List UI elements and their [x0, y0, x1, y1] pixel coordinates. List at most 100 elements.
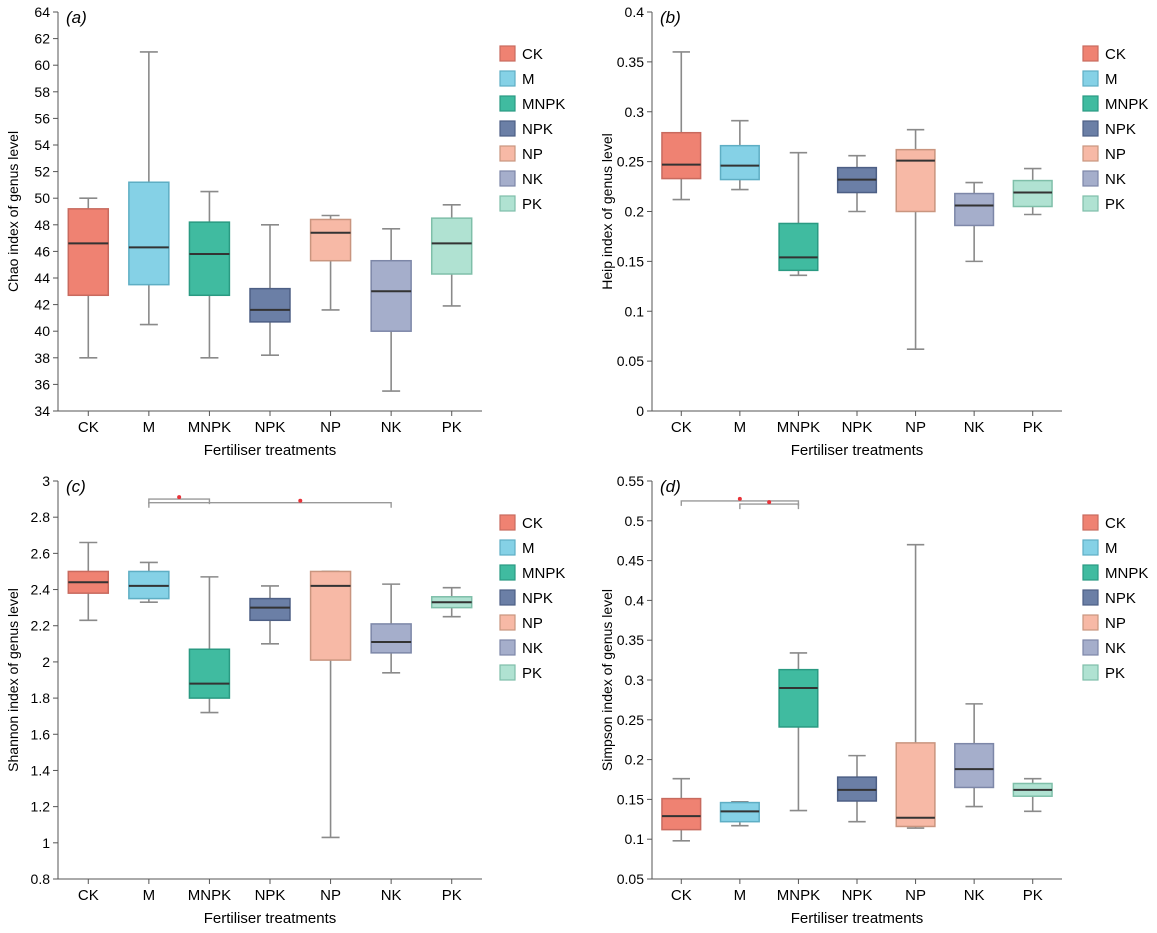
legend-item-npk: NPK	[1082, 120, 1136, 138]
legend-label: NP	[522, 146, 543, 163]
x-tick-label: CK	[671, 419, 692, 436]
x-axis-title: Fertiliser treatments	[791, 442, 924, 459]
legend-label: M	[522, 540, 535, 557]
x-tick-label: NP	[320, 887, 341, 904]
legend-label: PK	[522, 196, 542, 213]
y-tick-label: 2.8	[31, 509, 51, 525]
legend-item-np: NP	[1082, 145, 1126, 163]
legend-swatch	[1082, 564, 1099, 581]
significance-star	[767, 500, 772, 505]
y-tick-label: 1.4	[31, 762, 51, 778]
legend-label: NK	[1105, 171, 1126, 188]
box-np	[895, 543, 936, 829]
legend-swatch	[499, 145, 516, 162]
box-iqr	[430, 217, 473, 275]
y-tick-label: 46	[34, 243, 50, 259]
legend-swatch	[1082, 45, 1099, 62]
x-tick-label: NP	[320, 419, 341, 436]
legend-item-ck: CK	[499, 514, 543, 532]
y-tick-label: 50	[34, 190, 50, 206]
y-tick-label: 58	[34, 84, 50, 100]
legend-swatch	[499, 589, 516, 606]
y-axis-title: Chao index of genus level	[5, 131, 21, 292]
significance-bracket	[148, 498, 392, 508]
box-m	[128, 561, 170, 604]
legend-item-np: NP	[499, 145, 543, 163]
significance-star	[298, 498, 303, 503]
y-tick-label: 0.3	[625, 104, 645, 120]
legend-item-np: NP	[1082, 614, 1126, 632]
legend-swatch	[1082, 70, 1099, 87]
legend-label: M	[1105, 71, 1118, 88]
y-tick-label: 36	[34, 376, 50, 392]
box-iqr	[778, 668, 819, 728]
y-tick-label: 40	[34, 323, 50, 339]
y-tick-label: 0.8	[31, 871, 51, 887]
y-tick-label: 3	[42, 473, 50, 489]
legend-swatch	[499, 70, 516, 87]
legend-label: MNPK	[1105, 565, 1148, 582]
x-tick-label: NPK	[255, 887, 286, 904]
y-tick-label: 44	[34, 270, 50, 286]
legend-item-m: M	[499, 539, 535, 557]
x-tick-label: NPK	[842, 419, 873, 436]
legend-label: NPK	[1105, 590, 1136, 607]
significance-bracket	[148, 495, 211, 505]
legend-item-pk: PK	[1082, 195, 1125, 213]
y-tick-label: 0.25	[617, 712, 644, 728]
y-tick-label: 0.3	[625, 672, 645, 688]
x-tick-label: PK	[1023, 419, 1043, 436]
x-tick-label: NK	[381, 419, 402, 436]
legend-swatch	[1082, 145, 1099, 162]
legend-swatch	[1082, 514, 1099, 531]
y-tick-label: 0.4	[625, 4, 645, 20]
y-tick-label: 52	[34, 164, 50, 180]
box-nk	[954, 703, 995, 808]
box-iqr	[895, 148, 936, 213]
y-tick-label: 34	[34, 403, 50, 419]
legend-swatch	[499, 170, 516, 187]
box-pk	[430, 204, 473, 307]
box-npk	[249, 585, 291, 645]
panel-label: (d)	[660, 477, 681, 496]
y-axis-title: Shannon index of genus level	[5, 588, 21, 772]
legend-label: M	[1105, 540, 1118, 557]
legend-swatch	[1082, 664, 1099, 681]
legend-swatch	[499, 639, 516, 656]
y-tick-label: 38	[34, 350, 50, 366]
box-ck	[661, 777, 702, 842]
legend-item-nk: NK	[499, 170, 543, 188]
box-mnpk	[188, 576, 231, 714]
legend-swatch	[1082, 539, 1099, 556]
x-tick-label: CK	[671, 887, 692, 904]
legend-swatch	[499, 564, 516, 581]
x-tick-label: M	[143, 887, 156, 904]
box-nk	[954, 181, 995, 263]
legend-item-ck: CK	[1082, 45, 1126, 63]
y-tick-label: 2.4	[31, 582, 51, 598]
legend-item-np: NP	[499, 614, 543, 632]
y-tick-label: 60	[34, 57, 50, 73]
y-tick-label: 62	[34, 31, 50, 47]
x-tick-label: MNPK	[777, 419, 820, 436]
box-iqr	[370, 623, 412, 654]
x-tick-label: M	[734, 419, 747, 436]
legend-swatch	[499, 45, 516, 62]
box-ck	[661, 51, 702, 201]
y-tick-label: 0	[636, 403, 644, 419]
legend-label: CK	[522, 46, 543, 63]
legend-item-npk: NPK	[1082, 589, 1136, 607]
box-m	[719, 119, 760, 191]
box-np	[309, 570, 352, 839]
box-m	[128, 51, 170, 326]
box-np	[309, 214, 352, 311]
legend-swatch	[1082, 639, 1099, 656]
box-pk	[1012, 167, 1053, 216]
y-tick-label: 0.5	[625, 513, 645, 529]
box-iqr	[188, 221, 231, 297]
legend-label: M	[522, 71, 535, 88]
box-iqr	[67, 208, 110, 297]
legend-label: NPK	[522, 121, 553, 138]
legend-item-nk: NK	[1082, 170, 1126, 188]
legend-item-m: M	[1082, 70, 1118, 88]
